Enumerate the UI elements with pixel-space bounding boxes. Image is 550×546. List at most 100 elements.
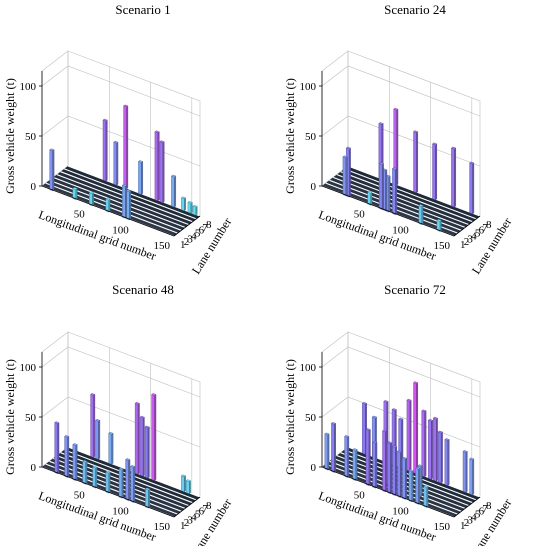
lane-tick-label: 1 xyxy=(180,520,186,532)
weight-bar xyxy=(367,190,373,206)
bars xyxy=(324,381,475,508)
weight-bar xyxy=(432,416,439,482)
weight-bar xyxy=(437,430,444,484)
weight-bar xyxy=(330,422,337,473)
chart-title: Scenario 24 xyxy=(384,2,446,17)
weight-bar xyxy=(378,162,385,211)
lane-strip xyxy=(333,174,469,228)
lane-strip xyxy=(336,171,473,225)
z-axis-label: Gross vehicle weight (t) xyxy=(283,78,297,194)
lane-line xyxy=(344,168,477,220)
weight-bar xyxy=(413,130,419,194)
lane-line xyxy=(64,449,197,501)
z-tick-label: 0 xyxy=(311,181,317,193)
chart-title: Scenario 48 xyxy=(112,282,174,297)
lane-tick-label: 1 xyxy=(460,520,466,532)
lane-tick-label: 7 xyxy=(482,503,488,515)
weight-bar xyxy=(90,393,96,458)
weight-bar xyxy=(444,438,450,487)
weight-bar xyxy=(418,204,424,226)
weight-bar xyxy=(365,428,371,487)
weight-bar xyxy=(387,441,393,495)
lane-tick-label: 6 xyxy=(199,225,205,237)
lane-tick-label: 8 xyxy=(206,500,212,512)
weight-bar xyxy=(415,466,421,505)
weight-bar xyxy=(372,440,378,489)
lane-tick-label: 4 xyxy=(191,511,197,523)
chart-title: Scenario 72 xyxy=(384,282,446,297)
lane-axis-label: Lane number xyxy=(189,215,235,276)
weight-bar xyxy=(393,107,399,186)
lane-strip xyxy=(329,177,466,231)
z-tick-label: 0 xyxy=(31,181,37,193)
weight-bar xyxy=(144,425,150,479)
chart-title: Scenario 1 xyxy=(115,2,170,17)
x-tick-label: 50 xyxy=(74,490,86,502)
weight-bar xyxy=(139,415,145,477)
z-axis-label: Gross vehicle weight (t) xyxy=(3,359,17,475)
lane-strip xyxy=(344,166,480,219)
x-tick-label: 150 xyxy=(154,521,171,533)
lane-tick-label: 3 xyxy=(467,514,473,526)
axis-lines xyxy=(39,71,201,237)
lane-tick-label: 3 xyxy=(467,233,473,245)
weight-bar xyxy=(49,148,55,192)
x-tick-label: 100 xyxy=(112,505,129,517)
z-tick-label: 0 xyxy=(311,462,317,474)
lane-tick-label: 4 xyxy=(191,230,197,242)
weight-bar xyxy=(130,465,136,503)
weight-bar xyxy=(82,459,88,485)
lane-line xyxy=(67,165,201,217)
lane-tick-label: 5 xyxy=(475,228,481,240)
lane-line xyxy=(336,174,470,226)
weight-bar xyxy=(88,191,95,207)
lane-surface xyxy=(41,165,201,237)
lane-tick-label: 4 xyxy=(471,511,477,523)
lane-line xyxy=(45,182,178,234)
weight-bar xyxy=(432,142,438,201)
weight-bar xyxy=(342,155,348,197)
weight-bar xyxy=(72,187,78,201)
lane-tick-label: 6 xyxy=(199,506,205,518)
z-tick-label: 100 xyxy=(300,362,317,374)
z-tick-label: 100 xyxy=(20,362,37,374)
lane-strip xyxy=(340,168,477,222)
weight-bar xyxy=(134,401,140,475)
z-tick-label: 0 xyxy=(31,462,37,474)
z-tick-label: 50 xyxy=(305,131,317,143)
lane-axis-label: Lane number xyxy=(469,215,515,276)
weight-bar xyxy=(382,429,388,493)
weight-bar xyxy=(421,409,427,478)
z-tick-label: 50 xyxy=(25,131,37,143)
z-tick-label: 50 xyxy=(305,412,317,424)
weight-bar xyxy=(170,174,177,208)
lane-strip xyxy=(53,174,189,228)
lane-tick-label: 5 xyxy=(475,509,481,521)
x-tick-label: 100 xyxy=(112,224,129,236)
lane-tick-label: 2 xyxy=(464,236,470,248)
weight-bar xyxy=(192,204,198,216)
weight-bar xyxy=(151,393,157,482)
lane-tick-label: 5 xyxy=(195,509,201,521)
weight-bar xyxy=(95,418,101,460)
weight-bar xyxy=(352,448,358,482)
lane-line xyxy=(49,179,182,231)
lane-tick-label: 5 xyxy=(195,228,201,240)
weight-bar xyxy=(408,469,414,503)
lane-tick-label: 3 xyxy=(187,233,193,245)
x-tick-label: 100 xyxy=(392,224,409,236)
weight-bar xyxy=(469,457,475,496)
lane-line xyxy=(340,171,473,223)
weight-bar xyxy=(159,140,165,204)
x-tick-label: 150 xyxy=(154,240,171,252)
weight-bar xyxy=(144,487,151,509)
weight-bar xyxy=(406,398,412,472)
lane-line xyxy=(52,176,186,228)
x-tick-label: 150 xyxy=(434,521,451,533)
weight-bar xyxy=(396,450,403,498)
lane-tick-label: 3 xyxy=(187,514,193,526)
x-tick-label: 100 xyxy=(392,505,409,517)
weight-bar xyxy=(344,435,350,478)
